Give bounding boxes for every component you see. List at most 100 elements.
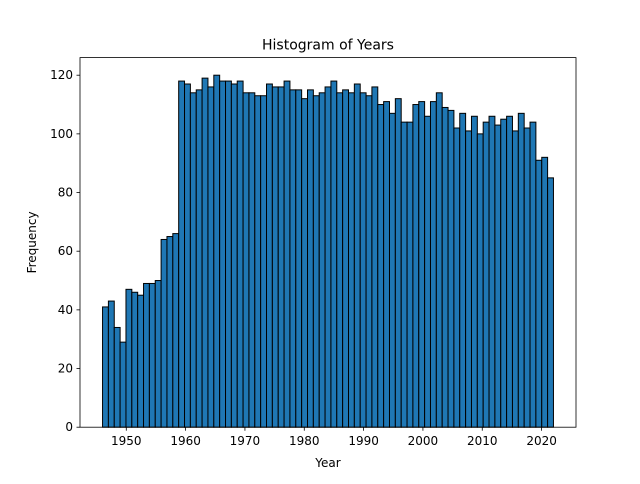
histogram-bar xyxy=(260,95,268,428)
histogram-bar xyxy=(283,80,291,428)
histogram-bar xyxy=(347,92,355,428)
histogram-bar xyxy=(236,80,244,428)
histogram-bar xyxy=(107,300,115,428)
x-tick-label: 1950 xyxy=(111,434,142,448)
histogram-bar xyxy=(189,92,197,428)
histogram-bar xyxy=(435,92,443,428)
histogram-bar xyxy=(289,89,297,428)
x-axis-label: Year xyxy=(314,456,340,470)
histogram-bar xyxy=(383,101,390,428)
histogram-bar xyxy=(225,80,232,428)
histogram-bar xyxy=(388,112,396,428)
histogram-bar xyxy=(154,280,162,428)
x-tick-label: 1990 xyxy=(348,434,379,448)
histogram-bar xyxy=(166,236,174,428)
y-tick-label: 100 xyxy=(50,127,73,141)
histogram-bar xyxy=(412,104,420,428)
histogram-bar xyxy=(295,89,303,428)
chart-title: Histogram of Years xyxy=(262,38,394,54)
histogram-bar xyxy=(511,130,519,428)
histogram-bar xyxy=(271,86,279,428)
y-axis-ticks: 0 20 40 60 80 100 120 xyxy=(50,68,80,434)
histogram-bar xyxy=(307,89,314,428)
histogram-bar xyxy=(131,291,139,428)
histogram-bar xyxy=(318,92,326,428)
histogram-bar xyxy=(529,121,537,428)
histogram-bar xyxy=(119,341,127,428)
histogram-bar xyxy=(406,121,414,428)
histogram-bar xyxy=(377,104,385,428)
histogram-bar xyxy=(172,233,180,428)
histogram-bar xyxy=(500,118,508,428)
y-tick-label: 0 xyxy=(65,420,73,434)
histogram-bar xyxy=(248,92,256,428)
histogram-bar xyxy=(324,86,332,428)
histogram-bar xyxy=(242,92,250,428)
histogram-bar xyxy=(184,83,191,428)
histogram-bar xyxy=(160,238,168,428)
histogram-bar xyxy=(424,115,431,428)
x-tick-label: 2010 xyxy=(467,434,498,448)
histogram-bar xyxy=(113,326,121,428)
axes-frame xyxy=(79,57,577,428)
histogram-bar xyxy=(547,177,554,428)
histogram-bar xyxy=(336,92,344,428)
histogram-bar xyxy=(219,80,227,428)
x-axis-ticks: 1950 1960 1970 1980 1990 2000 2010 2020 xyxy=(111,427,557,448)
x-tick-label: 1970 xyxy=(230,434,261,448)
histogram-bar xyxy=(535,159,543,428)
histogram-bar xyxy=(459,112,467,428)
histogram-bar xyxy=(301,98,309,428)
histogram-bar xyxy=(213,74,221,428)
histogram-bar xyxy=(476,133,484,428)
y-tick-label: 120 xyxy=(50,68,73,82)
y-tick-label: 40 xyxy=(58,303,73,317)
histogram-bar xyxy=(365,95,373,428)
x-tick-label: 2020 xyxy=(526,434,557,448)
histogram-bar xyxy=(312,95,320,428)
histogram-bar xyxy=(465,130,472,428)
histogram-bar xyxy=(143,282,150,428)
histogram-bar xyxy=(266,83,273,428)
histogram-bar xyxy=(254,95,262,428)
x-tick-label: 1960 xyxy=(170,434,201,448)
histogram-bar xyxy=(359,92,367,428)
histogram-bar xyxy=(541,156,549,428)
histogram-bar xyxy=(517,112,525,428)
histogram-bar xyxy=(441,106,449,428)
histogram-bar xyxy=(195,89,203,428)
histogram-bar xyxy=(178,80,186,428)
histogram-bar xyxy=(342,89,349,428)
histogram-bar xyxy=(453,127,461,428)
histogram-bar xyxy=(447,109,455,428)
histogram-bar xyxy=(207,86,215,428)
histogram-bar xyxy=(506,115,513,428)
y-tick-label: 80 xyxy=(58,186,73,200)
histogram-bar xyxy=(353,83,361,428)
histogram-bar xyxy=(482,121,490,428)
histogram-bar xyxy=(148,282,156,428)
histogram-bar xyxy=(137,294,145,428)
histogram-bar xyxy=(488,115,496,428)
y-axis-label: Frequency xyxy=(25,211,39,273)
y-tick-label: 20 xyxy=(58,362,73,376)
histogram-bar xyxy=(429,101,437,428)
x-tick-label: 1980 xyxy=(289,434,320,448)
histogram-bar xyxy=(330,80,338,428)
histogram-bar xyxy=(277,86,285,428)
histogram-bar xyxy=(400,121,408,428)
x-tick-label: 2000 xyxy=(408,434,439,448)
histogram-bar xyxy=(494,124,502,428)
y-tick-label: 60 xyxy=(58,244,73,258)
bars-group xyxy=(102,74,554,428)
histogram-bar xyxy=(418,101,426,428)
histogram-bar xyxy=(125,288,133,428)
histogram-bar xyxy=(102,306,109,428)
histogram-bar xyxy=(470,115,478,428)
histogram-bar xyxy=(523,127,531,428)
histogram-bar xyxy=(201,77,209,428)
histogram-bar xyxy=(230,83,238,428)
histogram-bar xyxy=(371,86,379,428)
